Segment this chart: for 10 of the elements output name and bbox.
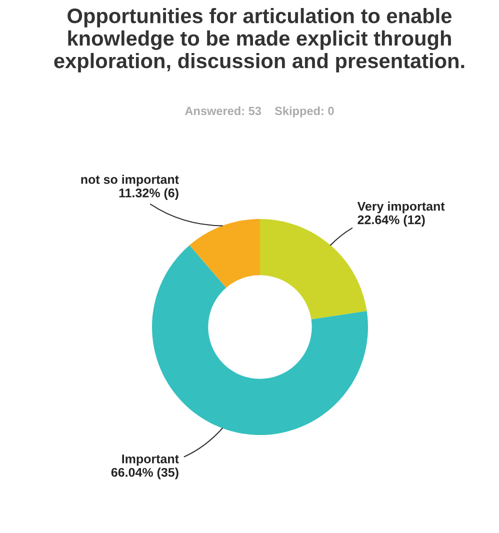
- donut-slice: [152, 245, 368, 435]
- chart-subtitle: Answered: 53 Skipped: 0: [184, 106, 334, 118]
- slice-label: Important: [122, 454, 179, 466]
- slice-label: Very important: [357, 202, 445, 214]
- data-label: 11.32% (6): [119, 188, 178, 200]
- data-label: 22.64% (12): [358, 215, 425, 227]
- chart-title: Opportunities for articulation to enable knowledge to be made explicit through exploration, discussion and presentation.: [54, 8, 464, 72]
- data-label: 66.04% (35): [111, 468, 178, 480]
- donut-slice: [189, 219, 260, 288]
- slice-label: not so important: [81, 174, 179, 186]
